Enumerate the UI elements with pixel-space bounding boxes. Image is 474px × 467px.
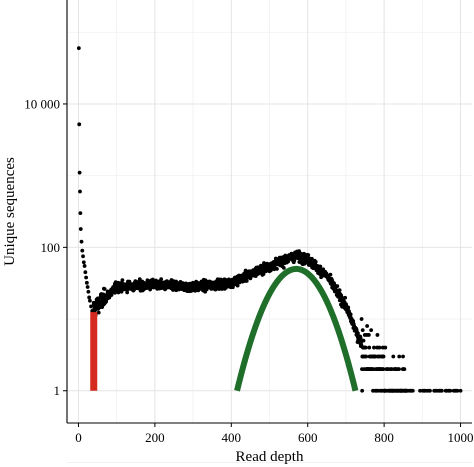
- data-point: [261, 272, 266, 276]
- axes: [63, 0, 472, 427]
- data-point: [87, 295, 92, 300]
- data-point: [281, 265, 286, 270]
- data-point: [78, 227, 83, 231]
- data-point: [89, 304, 93, 309]
- data-point: [137, 277, 142, 282]
- x-tick-label: 600: [298, 430, 318, 445]
- data-point: [410, 388, 415, 393]
- data-point: [397, 354, 402, 359]
- data-point: [275, 266, 279, 271]
- data-point: [84, 275, 89, 280]
- data-point: [358, 336, 363, 341]
- data-point: [85, 285, 90, 289]
- data-point: [367, 345, 372, 350]
- x-tick-label: 800: [374, 430, 394, 445]
- data-point: [381, 367, 386, 372]
- data-point: [328, 272, 333, 277]
- data-point: [83, 270, 88, 275]
- data-point: [361, 338, 366, 343]
- data-point: [439, 388, 444, 393]
- data-point: [359, 317, 364, 321]
- data-point: [428, 388, 432, 393]
- data-point: [77, 170, 82, 175]
- data-point: [224, 285, 228, 290]
- data-point: [88, 298, 92, 303]
- data-point: [418, 388, 422, 393]
- data-point: [402, 367, 407, 372]
- data-point: [455, 388, 460, 393]
- y-tick-label: 1: [54, 383, 61, 398]
- data-point: [448, 388, 453, 393]
- y-tick-label: 10 000: [24, 96, 60, 111]
- x-axis-label: Read depth: [236, 449, 304, 465]
- tick-labels: 0 200 400 600 800 1000 1 100 10 000: [24, 96, 473, 445]
- data-point: [81, 260, 86, 265]
- data-point: [360, 388, 365, 393]
- grid: [67, 0, 472, 463]
- data-point: [365, 324, 370, 328]
- data-point: [335, 284, 340, 289]
- data-point: [375, 333, 380, 337]
- data-point: [78, 189, 82, 194]
- data-point: [351, 319, 356, 323]
- data-point: [337, 288, 342, 293]
- data-point: [383, 345, 388, 350]
- data-point: [381, 354, 386, 359]
- data-point: [313, 259, 318, 264]
- data-point: [125, 290, 130, 295]
- data-point: [82, 264, 87, 268]
- data-point: [77, 122, 82, 127]
- x-tick-label: 200: [145, 430, 165, 445]
- data-point: [80, 248, 85, 253]
- data-point: [356, 331, 360, 336]
- data-point: [458, 388, 463, 393]
- data-point: [343, 295, 348, 300]
- data-point: [292, 258, 297, 263]
- data-point: [363, 345, 368, 350]
- data-point: [102, 287, 107, 291]
- fitted-curve: [234, 265, 359, 392]
- data-point: [76, 46, 81, 51]
- data-point: [86, 289, 91, 294]
- data-point: [369, 328, 374, 333]
- overlays: [90, 265, 359, 392]
- data-point: [235, 283, 240, 288]
- x-tick-label: 400: [222, 430, 242, 445]
- y-tick-label: 100: [41, 240, 61, 255]
- data-point: [78, 211, 83, 216]
- data-point: [377, 345, 382, 350]
- data-point: [109, 293, 114, 297]
- data-point: [96, 310, 101, 315]
- data-point: [348, 312, 353, 317]
- y-axis-label: Unique sequences: [2, 157, 18, 266]
- data-point: [81, 254, 85, 259]
- data-point: [346, 305, 351, 310]
- data-point: [364, 354, 369, 359]
- data-point: [127, 279, 132, 284]
- data-point: [397, 367, 401, 372]
- x-tick-label: 1000: [448, 430, 474, 445]
- data-point: [244, 279, 249, 283]
- data-point: [299, 252, 304, 256]
- data-point: [79, 239, 84, 244]
- data-point: [104, 299, 109, 304]
- data-point: [366, 333, 371, 337]
- data-point: [268, 268, 273, 273]
- data-point: [391, 354, 396, 359]
- data-point: [120, 278, 125, 283]
- data-point: [306, 253, 311, 257]
- scatter-points: [76, 46, 463, 393]
- data-point: [360, 328, 365, 333]
- x-tick-label: 0: [75, 430, 82, 445]
- data-point: [372, 345, 376, 350]
- data-point: [159, 277, 164, 282]
- data-point: [318, 264, 323, 269]
- data-point: [401, 354, 405, 359]
- data-point: [84, 280, 89, 285]
- data-point: [310, 256, 314, 261]
